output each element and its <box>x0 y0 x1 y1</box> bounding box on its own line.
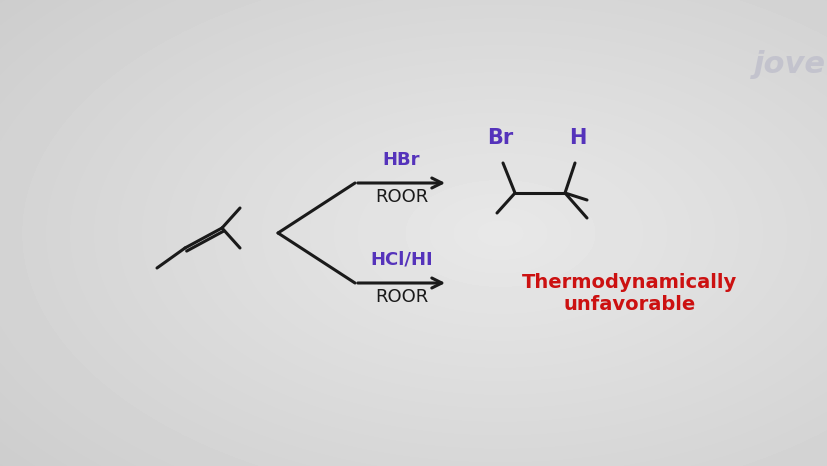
Text: H: H <box>569 128 586 148</box>
Text: ROOR: ROOR <box>375 288 428 306</box>
Text: ROOR: ROOR <box>375 188 428 206</box>
Text: Thermodynamically: Thermodynamically <box>522 274 737 293</box>
Text: Br: Br <box>486 128 513 148</box>
Text: unfavorable: unfavorable <box>563 295 696 315</box>
Text: HCl/HI: HCl/HI <box>370 251 433 269</box>
Text: HBr: HBr <box>382 151 420 169</box>
Text: jove: jove <box>753 50 825 79</box>
